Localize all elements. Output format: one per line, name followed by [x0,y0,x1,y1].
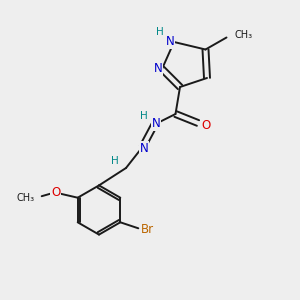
Text: H: H [156,27,164,38]
Text: H: H [140,111,148,121]
Text: O: O [51,186,60,199]
Text: CH₃: CH₃ [235,30,253,40]
Text: N: N [152,117,160,130]
Text: Br: Br [141,223,154,236]
Text: O: O [201,119,210,132]
Text: N: N [154,62,163,76]
Text: CH₃: CH₃ [16,193,34,203]
Text: H: H [111,156,119,167]
Text: N: N [166,35,175,48]
Text: N: N [140,142,148,155]
